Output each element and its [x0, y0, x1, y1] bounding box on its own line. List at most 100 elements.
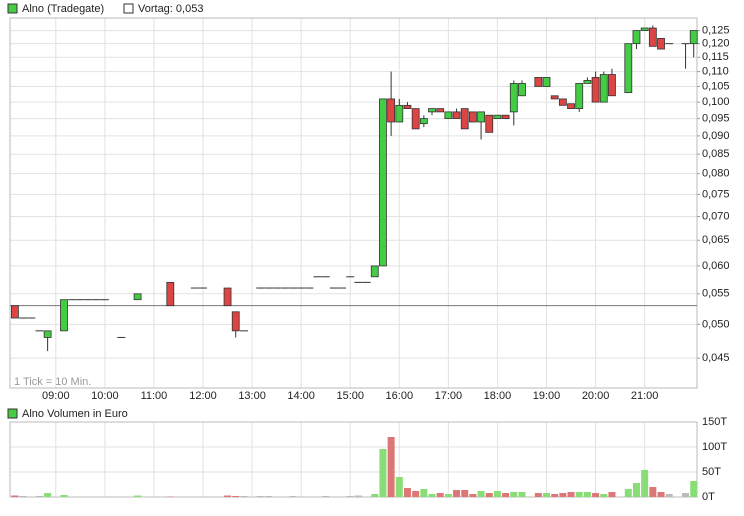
y-tick-label: 0,100	[702, 96, 730, 108]
volume-bar	[297, 496, 305, 497]
volume-bar	[592, 493, 600, 497]
candle-body	[43, 330, 52, 338]
legend-label: Alno Volumen in Euro	[22, 408, 128, 420]
volume-bar	[232, 496, 240, 497]
volume-bar	[518, 492, 526, 497]
annotation: 1 Tick = 10 Min.	[14, 376, 91, 388]
volume-bar	[387, 437, 395, 497]
volume-bar	[493, 491, 501, 497]
candle-body	[599, 74, 608, 103]
candle-body	[428, 108, 436, 113]
candle-body	[632, 30, 641, 45]
candle-body	[493, 114, 502, 119]
y-tick-label: 50T	[702, 466, 721, 478]
volume-bar	[469, 494, 477, 497]
candle-body	[591, 77, 600, 103]
legend-swatch	[123, 3, 134, 14]
candle-body	[419, 118, 428, 125]
x-tick-label: 21:00	[631, 390, 659, 402]
candle-body	[624, 43, 633, 94]
x-tick-label: 20:00	[582, 390, 610, 402]
volume-bar	[632, 483, 640, 497]
candle-body	[444, 111, 453, 119]
volume-bar	[682, 493, 690, 497]
candle-body	[411, 108, 420, 130]
volume-bar	[567, 492, 575, 497]
volume-bar	[191, 496, 199, 497]
candle-body	[608, 74, 616, 97]
plot-frame	[9, 421, 698, 498]
volume-bar	[510, 492, 518, 497]
volume-bar	[76, 496, 84, 497]
candle-body	[575, 83, 584, 110]
volume-bar	[641, 470, 649, 497]
candle-body	[469, 111, 477, 123]
volume-bar	[68, 496, 76, 497]
volume-bar	[354, 495, 362, 497]
volume-bar	[485, 493, 493, 497]
x-tick-label: 13:00	[238, 390, 266, 402]
x-tick-label: 15:00	[336, 390, 364, 402]
volume-bar	[330, 496, 338, 497]
legend-swatch	[7, 3, 18, 14]
candle-body	[689, 30, 698, 45]
y-tick-label: 0,125	[702, 24, 730, 36]
candle-body	[387, 98, 396, 123]
y-tick-label: 0,045	[702, 352, 730, 364]
volume-bar	[85, 496, 93, 497]
candle-body	[518, 83, 526, 97]
x-tick-label: 12:00	[189, 390, 217, 402]
volume-bar	[575, 492, 583, 497]
volume-bar	[281, 496, 289, 497]
x-tick-label: 17:00	[435, 390, 463, 402]
volume-bar	[305, 496, 313, 497]
candle-body	[133, 293, 142, 301]
volume-bar	[264, 496, 272, 497]
volume-bar	[379, 449, 387, 497]
volume-bar	[461, 490, 469, 497]
x-tick-label: 14:00	[287, 390, 315, 402]
candle-body	[370, 265, 379, 278]
volume-bar	[657, 492, 665, 497]
volume-bar	[322, 496, 330, 497]
candle-body	[534, 77, 543, 87]
y-tick-label: 0,075	[702, 188, 730, 200]
y-tick-label: 0,065	[702, 234, 730, 246]
volume-bar	[338, 496, 346, 497]
volume-bar	[608, 492, 616, 497]
y-tick-label: 150T	[702, 416, 727, 428]
y-tick-label: 0,080	[702, 168, 730, 180]
candle-body	[460, 108, 469, 130]
candle-body	[223, 287, 232, 307]
y-tick-label: 0,105	[702, 80, 730, 92]
candle-body	[452, 111, 461, 119]
volume-bar	[224, 495, 232, 497]
volume-bar	[665, 494, 673, 497]
volume-bar	[649, 487, 657, 497]
y-tick-label: 0,110	[702, 65, 729, 77]
candle-body	[436, 108, 445, 113]
volume-bar	[420, 489, 428, 497]
legend-label: Vortag: 0,053	[138, 3, 203, 15]
volume-bar	[600, 494, 608, 497]
volume-bar	[363, 496, 371, 497]
x-tick-label: 19:00	[533, 390, 561, 402]
volume-bar	[502, 493, 510, 497]
candle-body	[231, 311, 240, 332]
volume-bar	[436, 493, 444, 497]
candle-body	[648, 27, 657, 47]
candle-body	[542, 77, 551, 87]
candle-body	[60, 299, 68, 332]
volume-bar	[273, 496, 281, 497]
volume-bar	[289, 496, 297, 497]
y-tick-label: 0,050	[702, 318, 730, 330]
volume-bar	[453, 490, 461, 497]
candle-body	[485, 114, 494, 133]
y-tick-label: 0,060	[702, 260, 730, 272]
candle-body	[640, 27, 649, 31]
volume-bar	[256, 496, 264, 497]
candle-body	[166, 281, 175, 307]
x-tick-label: 11:00	[141, 390, 168, 402]
volume-bar	[314, 496, 322, 497]
